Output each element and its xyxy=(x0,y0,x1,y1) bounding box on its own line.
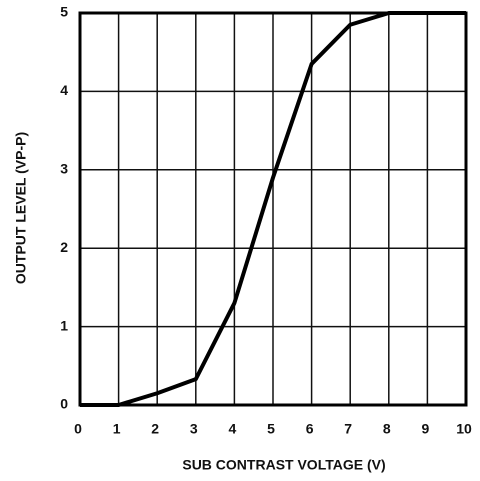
x-tick-label: 9 xyxy=(422,421,430,437)
x-tick-label: 8 xyxy=(383,421,391,437)
x-tick-label: 3 xyxy=(190,421,198,437)
y-tick-label: 3 xyxy=(60,161,68,177)
x-tick-label: 2 xyxy=(151,421,159,437)
y-tick-label: 4 xyxy=(60,82,68,98)
x-tick-label: 7 xyxy=(344,421,352,437)
y-tick-label: 0 xyxy=(60,396,68,412)
y-tick-label: 5 xyxy=(60,4,68,20)
x-tick-label: 0 xyxy=(74,421,82,437)
x-tick-label: 10 xyxy=(456,421,472,437)
data-line xyxy=(80,11,466,407)
y-tick-label: 1 xyxy=(60,317,68,333)
y-tick-label: 2 xyxy=(60,239,68,255)
x-axis-title: SUB CONTRAST VOLTAGE (V) xyxy=(182,457,385,473)
x-tick-label: 1 xyxy=(113,421,121,437)
plot-frame xyxy=(78,11,468,407)
x-tick-label: 6 xyxy=(306,421,314,437)
x-tick-label: 4 xyxy=(229,421,237,437)
y-axis-title: OUTPUT LEVEL (VP-P) xyxy=(13,132,29,284)
x-tick-label: 5 xyxy=(267,421,275,437)
